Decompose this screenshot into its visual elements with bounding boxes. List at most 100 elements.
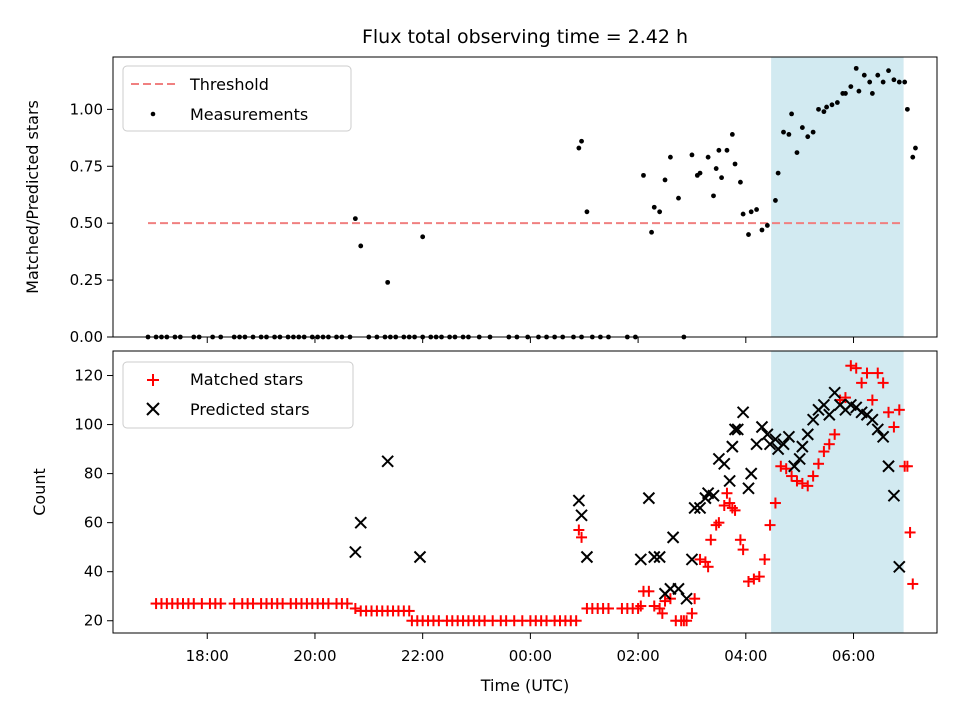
bottom-xtick-label: 02:00 xyxy=(616,647,659,665)
predicted-star-point xyxy=(893,560,906,573)
measurement-point xyxy=(662,177,668,183)
predicted-star-point xyxy=(806,413,820,426)
matched-star-point xyxy=(713,517,725,529)
measurement-point xyxy=(579,138,584,144)
predicted-legend-swatch xyxy=(146,402,160,416)
matched-star-point xyxy=(648,600,660,612)
matched-star-point xyxy=(780,463,792,475)
matched-star-point xyxy=(215,598,227,610)
measurement-point xyxy=(848,84,854,89)
top-legend-box xyxy=(122,65,352,132)
predicted-star-point xyxy=(354,516,367,529)
measurement-point xyxy=(775,170,781,176)
matched-star-point xyxy=(689,593,701,605)
measurement-point xyxy=(843,91,848,96)
measurement-point xyxy=(748,209,754,215)
matched-star-point xyxy=(823,438,835,450)
predicted-star-point xyxy=(685,553,699,566)
legend-measurements-label: Measurements xyxy=(190,105,308,124)
bottom-ytick-label: 80 xyxy=(84,465,103,483)
predicted-star-point xyxy=(572,494,586,507)
matched-star-point xyxy=(659,595,671,607)
predicted-star-point xyxy=(680,592,693,605)
legend-threshold-label: Threshold xyxy=(189,75,269,94)
predicted-star-point xyxy=(381,455,394,468)
measurement-point xyxy=(676,195,681,201)
measurement-point xyxy=(716,147,722,153)
predicted-star-point xyxy=(723,474,736,488)
measurement-point xyxy=(861,72,867,78)
predicted-star-point xyxy=(761,428,774,441)
measurement-point xyxy=(805,134,811,140)
measurement-point xyxy=(773,198,778,203)
top-axes-frame xyxy=(112,56,938,338)
matched-star-point xyxy=(718,499,730,511)
matched-star-point xyxy=(866,394,878,406)
matched-star-point xyxy=(681,615,693,627)
predicted-star-point xyxy=(726,440,739,453)
bottom-ytick-label: 40 xyxy=(84,563,103,581)
chart-title: Flux total observing time = 2.42 h xyxy=(362,26,688,48)
matched-star-point xyxy=(872,367,884,379)
predicted-star-point xyxy=(634,553,647,566)
measurement-point xyxy=(689,152,695,158)
matched-star-point xyxy=(349,602,361,614)
measurement-point xyxy=(810,129,816,135)
measurement-point xyxy=(896,79,902,85)
bottom-ytick-label: 20 xyxy=(84,612,103,630)
top-ytick-label: 0.00 xyxy=(70,328,103,346)
predicted-star-point xyxy=(750,437,763,451)
measurement-point xyxy=(904,106,910,112)
predicted-star-point xyxy=(707,489,720,502)
matched-star-point xyxy=(813,458,825,470)
measurement-point xyxy=(705,154,711,160)
predicted-star-point xyxy=(882,460,895,473)
measurement-point xyxy=(816,106,821,112)
legend-predicted-label: Predicted stars xyxy=(190,400,310,419)
measurement-point xyxy=(358,243,364,249)
predicted-star-point xyxy=(744,467,758,480)
matched-star-point xyxy=(850,362,862,374)
matched-star-point xyxy=(573,524,585,536)
measurement-point xyxy=(754,207,759,212)
predicted-star-point xyxy=(887,489,901,502)
measurement-point xyxy=(829,102,835,108)
predicted-star-point xyxy=(777,437,790,451)
predicted-star-point xyxy=(793,452,806,466)
predicted-star-point xyxy=(718,457,731,471)
matched-star-point xyxy=(643,585,655,597)
matched-star-point xyxy=(791,475,803,487)
predicted-star-point xyxy=(642,491,656,505)
bottom-xtick-label: 04:00 xyxy=(724,647,767,665)
matched-star-point xyxy=(576,531,588,543)
matched-star-point xyxy=(632,602,644,614)
predicted-star-point xyxy=(413,550,427,564)
measurement-point xyxy=(584,209,590,215)
bottom-marks xyxy=(150,360,919,627)
predicted-star-point xyxy=(580,550,594,564)
measurement-point xyxy=(834,100,840,105)
measurement-point xyxy=(713,166,719,171)
predicted-star-point xyxy=(672,582,685,596)
predicted-star-point xyxy=(788,460,801,473)
matched-star-point xyxy=(901,460,913,472)
measurement-point xyxy=(729,131,735,137)
measurement-point xyxy=(668,154,673,160)
matched-star-point xyxy=(654,602,666,614)
top-ytick-label: 0.25 xyxy=(70,271,103,289)
measurement-point xyxy=(781,129,786,135)
bottom-xtick-label: 06:00 xyxy=(832,647,875,665)
predicted-star-point xyxy=(828,386,841,399)
matched-star-point xyxy=(877,377,889,389)
measurement-point xyxy=(913,145,918,151)
matched-star-point xyxy=(699,556,711,568)
measurement-point xyxy=(886,68,891,74)
bottom-ytick-label: 60 xyxy=(84,514,103,532)
measurement-point xyxy=(880,79,886,85)
bottom-xtick-label: 22:00 xyxy=(401,647,444,665)
matched-star-point xyxy=(602,602,614,614)
predicted-star-point xyxy=(769,433,782,446)
bottom-axes-frame xyxy=(112,350,938,634)
measurement-point xyxy=(385,279,391,285)
